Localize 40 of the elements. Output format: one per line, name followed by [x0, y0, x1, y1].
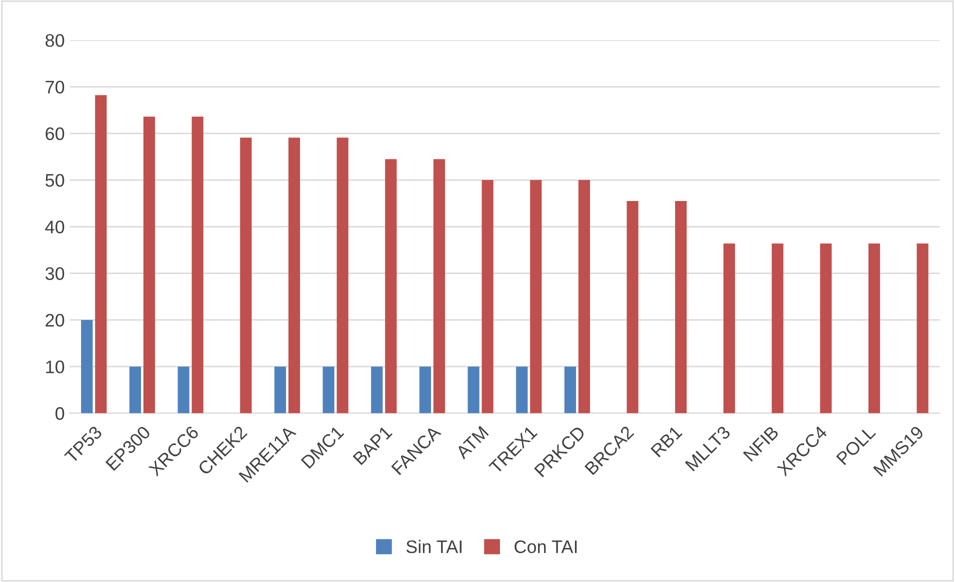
- x-tick-label: RB1: [650, 425, 683, 458]
- bar: [192, 116, 204, 414]
- bar: [675, 201, 687, 414]
- bar: [868, 243, 880, 414]
- bar: [240, 138, 252, 414]
- y-tick-label: 10: [46, 360, 64, 374]
- bar: [385, 159, 397, 414]
- bar: [95, 95, 107, 414]
- bar: [482, 180, 494, 414]
- bar: [564, 366, 576, 414]
- bar: [129, 366, 142, 414]
- bar: [81, 320, 93, 414]
- bar: [143, 116, 156, 414]
- y-tick-label: 50: [45, 174, 64, 187]
- y-tick-label: 40: [45, 220, 64, 234]
- legend-label: Sin TAI: [406, 540, 462, 554]
- bar: [626, 201, 638, 414]
- bar: [288, 138, 300, 414]
- y-tick-label: 20: [46, 314, 64, 327]
- bar: [530, 180, 542, 414]
- y-tick-label: 0: [56, 407, 64, 420]
- bar: [578, 180, 590, 414]
- bar: [723, 243, 736, 414]
- y-tick-label: 60: [46, 127, 64, 140]
- bar: [916, 243, 928, 414]
- bar: [772, 243, 784, 414]
- y-tick-label: 80: [46, 34, 64, 47]
- y-tick-label: 30: [45, 267, 64, 280]
- bar: [274, 366, 286, 414]
- bar: [336, 138, 348, 414]
- bar: [371, 366, 383, 414]
- bar: [468, 366, 480, 414]
- bar: [820, 243, 832, 414]
- bar: [419, 366, 432, 414]
- bar: [178, 366, 190, 414]
- legend-label: Con TAI: [514, 540, 577, 554]
- bar: [516, 366, 528, 414]
- bar: [433, 159, 446, 414]
- y-tick-label: 70: [46, 80, 64, 94]
- bar: [322, 366, 334, 414]
